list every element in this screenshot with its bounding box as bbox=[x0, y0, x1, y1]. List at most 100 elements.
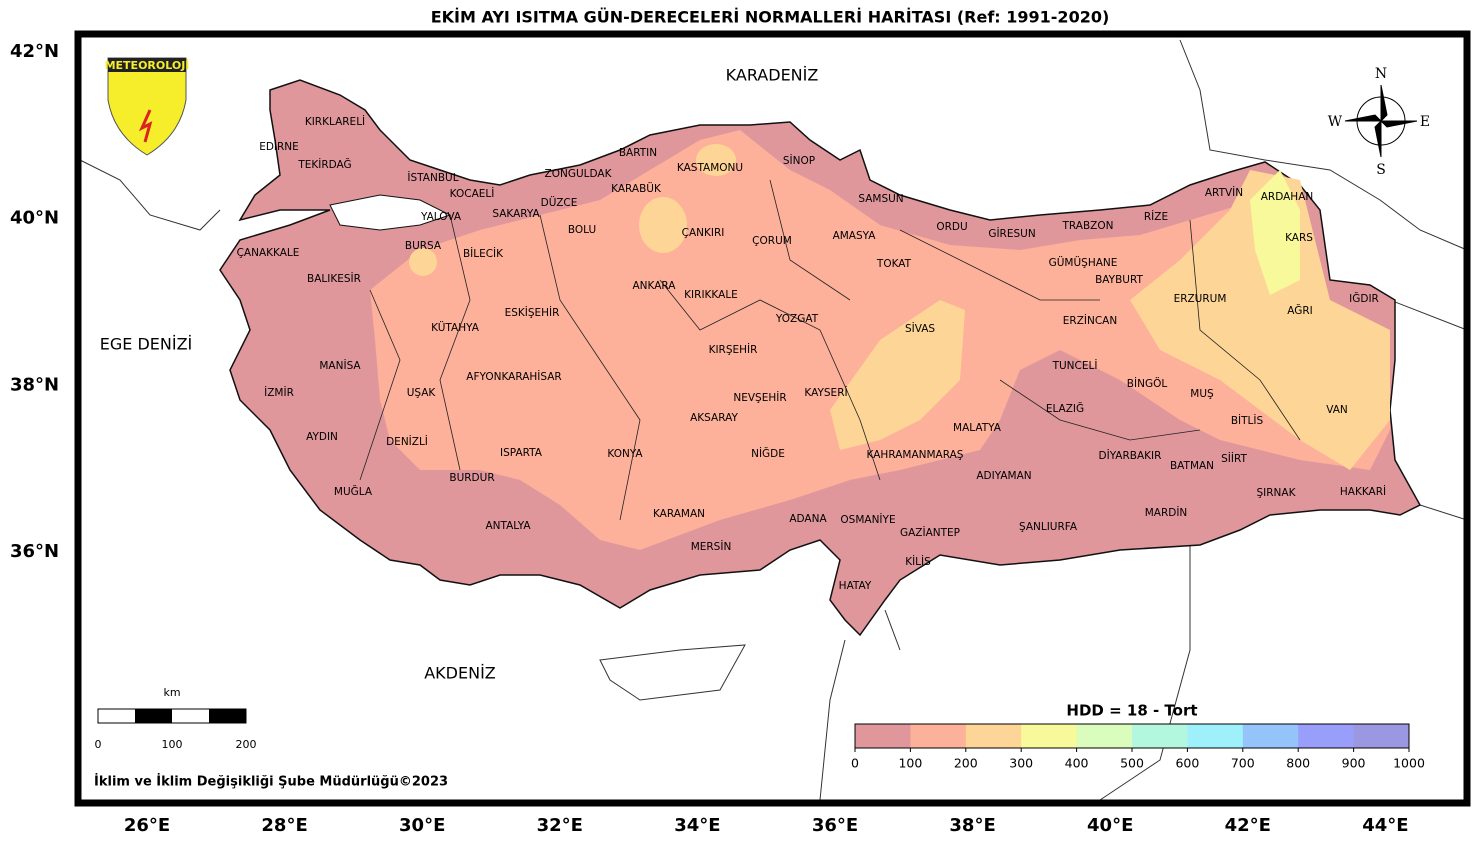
lat-tick-label: 42°N bbox=[10, 41, 59, 62]
province-label: ISPARTA bbox=[500, 447, 543, 459]
province-label: ERZİNCAN bbox=[1063, 314, 1117, 327]
province-label: AFYONKARAHİSAR bbox=[466, 370, 561, 383]
colorbar-label: HDD = 18 - Tort bbox=[1066, 702, 1197, 720]
scale-seg bbox=[135, 709, 172, 723]
scale-bar: km 0 100 200 bbox=[95, 686, 257, 751]
province-label: TRABZON bbox=[1062, 220, 1114, 232]
map-frame bbox=[74, 30, 1471, 807]
colorbar-swatch bbox=[1076, 724, 1133, 748]
compass-s: S bbox=[1376, 162, 1386, 178]
province-label: MUĞLA bbox=[334, 485, 373, 498]
province-label: KOCAELİ bbox=[450, 187, 495, 200]
province-label: UŞAK bbox=[407, 387, 437, 399]
lat-tick-label: 36°N bbox=[10, 541, 59, 562]
province-label: KIRIKKALE bbox=[684, 289, 738, 301]
province-label: ŞIRNAK bbox=[1257, 487, 1297, 499]
province-label: KARABÜK bbox=[611, 182, 662, 195]
scale-unit: km bbox=[163, 686, 180, 699]
compass: N S E W bbox=[1328, 66, 1430, 178]
province-label: ELAZIĞ bbox=[1046, 402, 1084, 415]
colorbar-tick-label: 200 bbox=[954, 756, 978, 771]
province-label: AYDIN bbox=[306, 431, 338, 443]
marmara-sea bbox=[329, 194, 452, 231]
sea-label: AKDENİZ bbox=[424, 664, 496, 683]
province-label: KASTAMONU bbox=[677, 162, 743, 174]
province-label: ADANA bbox=[789, 513, 827, 525]
province-label: SİNOP bbox=[783, 154, 815, 167]
logo: METEOROLOJİ bbox=[105, 57, 189, 156]
province-label: IĞDIR bbox=[1349, 292, 1379, 305]
lon-tick-label: 42°E bbox=[1225, 815, 1271, 836]
province-label: KONYA bbox=[607, 448, 643, 460]
colorbar-tick-label: 400 bbox=[1065, 756, 1089, 771]
lon-tick-label: 32°E bbox=[537, 815, 583, 836]
logo-shield bbox=[107, 57, 187, 156]
province-label: GÜMÜŞHANE bbox=[1049, 256, 1118, 269]
province-label: SİİRT bbox=[1221, 452, 1247, 465]
compass-e: E bbox=[1420, 114, 1430, 130]
sea-label: EGE DENİZİ bbox=[100, 335, 193, 354]
colorbar-swatch bbox=[1353, 724, 1410, 748]
province-label: ÇANKIRI bbox=[682, 227, 725, 239]
province-label: ERZURUM bbox=[1174, 293, 1227, 305]
sea-label: KARADENİZ bbox=[726, 66, 819, 85]
province-label: KARS bbox=[1285, 232, 1313, 244]
province-label: İZMİR bbox=[264, 386, 294, 399]
province-label: ANTALYA bbox=[485, 520, 531, 532]
province-label: BATMAN bbox=[1170, 460, 1214, 472]
province-label: BURDUR bbox=[449, 472, 494, 484]
zone-200-300 bbox=[639, 197, 687, 253]
province-label: AMASYA bbox=[833, 230, 877, 242]
province-label: MARDİN bbox=[1145, 506, 1188, 519]
lon-tick-label: 26°E bbox=[124, 815, 170, 836]
province-label: ESKİŞEHİR bbox=[505, 306, 560, 319]
province-label: YOZGAT bbox=[775, 313, 819, 325]
lat-tick-label: 40°N bbox=[10, 208, 59, 229]
colorbar-swatch bbox=[1298, 724, 1355, 748]
scale-label: 0 bbox=[95, 738, 102, 751]
colorbar-tick-label: 1000 bbox=[1393, 756, 1425, 771]
colorbar-tick-label: 700 bbox=[1231, 756, 1255, 771]
colorbar-swatch bbox=[1132, 724, 1188, 748]
lon-tick-label: 34°E bbox=[674, 815, 720, 836]
zone-200-300 bbox=[696, 144, 736, 176]
zone-300-400 bbox=[1250, 170, 1300, 295]
province-label: TOKAT bbox=[876, 258, 912, 270]
province-label: BİTLİS bbox=[1231, 414, 1264, 427]
province-label: HATAY bbox=[839, 580, 872, 592]
province-label: MUŞ bbox=[1190, 388, 1214, 400]
footer: İklim ve İklim Değişikliği Şube Müdürlüğ… bbox=[94, 774, 448, 790]
land-shapes bbox=[79, 39, 1468, 801]
province-label: BALIKESİR bbox=[307, 272, 361, 285]
province-label: RİZE bbox=[1144, 210, 1168, 223]
province-label: GİRESUN bbox=[988, 227, 1035, 240]
logo-band bbox=[108, 58, 186, 72]
compass-n: N bbox=[1375, 66, 1387, 82]
lon-tick-label: 38°E bbox=[949, 815, 995, 836]
province-label: MALATYA bbox=[953, 422, 1002, 434]
lon-tick-label: 30°E bbox=[399, 815, 445, 836]
province-label: BURSA bbox=[405, 240, 442, 252]
zone-200-300 bbox=[830, 300, 965, 450]
province-label: TUNCELİ bbox=[1052, 359, 1098, 372]
province-label: KAHRAMANMARAŞ bbox=[867, 449, 964, 461]
colorbar-swatch bbox=[965, 724, 1022, 748]
province-label: MANİSA bbox=[319, 359, 361, 372]
province-label: SAMSUN bbox=[858, 193, 903, 205]
zone-200-300 bbox=[1130, 170, 1390, 470]
province-label: VAN bbox=[1326, 404, 1348, 416]
colorbar-tick-label: 500 bbox=[1120, 756, 1144, 771]
colorbar-swatch bbox=[910, 724, 967, 748]
province-label: ARTVİN bbox=[1205, 186, 1243, 199]
lon-tick-label: 44°E bbox=[1362, 815, 1408, 836]
logo-bolt bbox=[138, 109, 153, 143]
province-label: OSMANİYE bbox=[840, 513, 895, 526]
map-title: EKİM AYI ISITMA GÜN-DERECELERİ NORMALLER… bbox=[431, 8, 1110, 27]
province-label: KIRŞEHİR bbox=[709, 343, 758, 356]
province-label: KÜTAHYA bbox=[431, 321, 480, 334]
province-label: TEKİRDAĞ bbox=[297, 158, 351, 171]
scale-seg bbox=[209, 709, 246, 723]
province-label: ÇORUM bbox=[752, 235, 792, 247]
